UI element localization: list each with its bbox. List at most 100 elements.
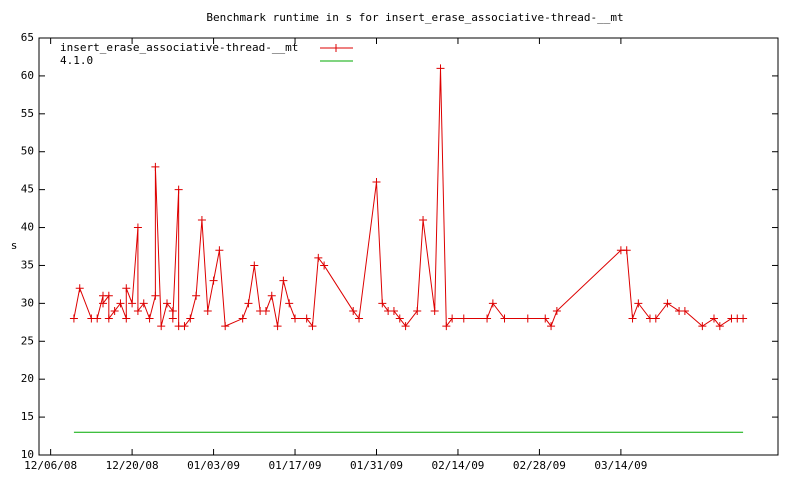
point-marker — [378, 299, 387, 308]
chart-title: Benchmark runtime in s for insert_erase_… — [206, 11, 623, 24]
point-marker — [145, 314, 154, 323]
point-marker — [622, 246, 631, 255]
point-marker — [715, 322, 724, 331]
point-marker — [430, 306, 439, 315]
point-marker — [500, 314, 509, 323]
point-marker — [389, 306, 398, 315]
y-tick-label: 45 — [21, 183, 34, 196]
point-marker — [69, 314, 78, 323]
point-marker — [151, 162, 160, 171]
point-marker — [308, 322, 317, 331]
point-marker — [483, 314, 492, 323]
y-axis-label: s — [11, 239, 18, 252]
point-marker — [215, 246, 224, 255]
point-marker — [523, 314, 532, 323]
point-marker — [314, 253, 323, 262]
point-marker — [436, 64, 445, 73]
point-marker — [267, 291, 276, 300]
point-marker — [104, 291, 113, 300]
point-marker — [110, 306, 119, 315]
point-marker — [355, 314, 364, 323]
point-marker — [75, 284, 84, 293]
y-tick-label: 15 — [21, 410, 34, 423]
point-marker — [349, 306, 358, 315]
y-tick-label: 60 — [21, 69, 34, 82]
point-marker — [122, 314, 131, 323]
point-marker — [401, 322, 410, 331]
point-marker — [250, 261, 259, 270]
y-tick-label: 20 — [21, 372, 34, 385]
point-marker — [151, 291, 160, 300]
point-marker — [203, 306, 212, 315]
y-tick-label: 35 — [21, 258, 34, 271]
point-marker — [221, 322, 230, 331]
x-tick-label: 02/14/09 — [431, 459, 484, 472]
point-marker — [448, 314, 457, 323]
y-tick-label: 50 — [21, 145, 34, 158]
point-marker — [552, 306, 561, 315]
x-tick-label: 02/28/09 — [513, 459, 566, 472]
point-marker — [104, 314, 113, 323]
point-marker — [698, 322, 707, 331]
point-marker — [192, 291, 201, 300]
point-marker — [547, 322, 556, 331]
point-marker — [99, 299, 108, 308]
point-marker — [133, 223, 142, 232]
x-tick-label: 12/06/08 — [24, 459, 77, 472]
point-marker — [651, 314, 660, 323]
point-marker — [122, 284, 131, 293]
point-marker — [116, 299, 125, 308]
point-marker — [128, 299, 137, 308]
x-tick-label: 01/31/09 — [350, 459, 403, 472]
y-tick-label: 30 — [21, 296, 34, 309]
legend-label: insert_erase_associative-thread-__mt — [60, 41, 298, 54]
x-tick-label: 12/20/08 — [106, 459, 159, 472]
point-marker — [139, 299, 148, 308]
y-tick-label: 55 — [21, 107, 34, 120]
point-marker — [285, 299, 294, 308]
point-marker — [186, 314, 195, 323]
series-line — [73, 68, 744, 328]
point-marker — [197, 215, 206, 224]
point-marker — [739, 314, 748, 323]
point-marker — [291, 314, 300, 323]
point-marker — [174, 185, 183, 194]
legend-marker — [332, 44, 340, 52]
point-marker — [238, 314, 247, 323]
point-marker — [168, 314, 177, 323]
point-marker — [488, 299, 497, 308]
point-marker — [302, 314, 311, 323]
y-tick-label: 65 — [21, 31, 34, 44]
point-marker — [459, 314, 468, 323]
point-marker — [209, 276, 218, 285]
point-marker — [180, 322, 189, 331]
point-marker — [261, 306, 270, 315]
point-marker — [628, 314, 637, 323]
point-marker — [372, 178, 381, 187]
point-marker — [157, 322, 166, 331]
x-tick-label: 01/03/09 — [187, 459, 240, 472]
point-marker — [279, 276, 288, 285]
y-tick-label: 40 — [21, 221, 34, 234]
point-marker — [413, 306, 422, 315]
x-tick-label: 03/14/09 — [594, 459, 647, 472]
point-marker — [541, 314, 550, 323]
point-marker — [395, 314, 404, 323]
point-marker — [133, 306, 142, 315]
point-marker — [244, 299, 253, 308]
point-marker — [93, 314, 102, 323]
point-marker — [442, 322, 451, 331]
x-tick-label: 01/17/09 — [269, 459, 322, 472]
point-marker — [634, 299, 643, 308]
point-marker — [163, 299, 172, 308]
point-marker — [709, 314, 718, 323]
y-tick-label: 10 — [21, 448, 34, 461]
point-marker — [663, 299, 672, 308]
point-marker — [273, 322, 282, 331]
y-tick-label: 25 — [21, 334, 34, 347]
point-marker — [680, 306, 689, 315]
point-marker — [419, 215, 428, 224]
plot-frame — [38, 37, 779, 456]
legend-label: 4.1.0 — [60, 54, 93, 67]
point-marker — [168, 306, 177, 315]
